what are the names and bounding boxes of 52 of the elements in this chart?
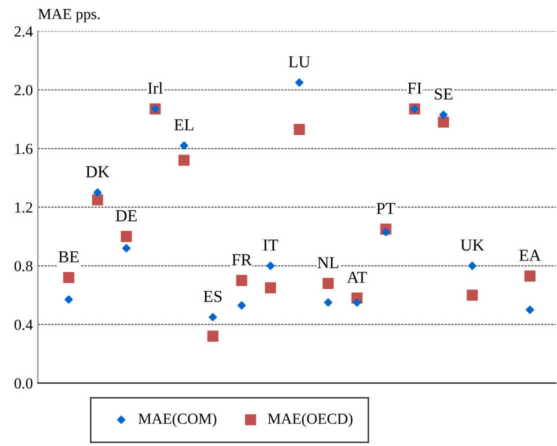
point bbox=[236, 274, 248, 286]
y-tick-label: 1.6 bbox=[15, 144, 33, 154]
x-tick-label: ES bbox=[204, 290, 222, 302]
point bbox=[438, 116, 450, 128]
point bbox=[322, 278, 334, 289]
point bbox=[294, 124, 305, 136]
point bbox=[93, 188, 102, 197]
x-tick-label: FR bbox=[232, 254, 252, 266]
x-tick-label: BE bbox=[58, 251, 79, 262]
x-tick-label: DK bbox=[86, 166, 110, 178]
x-tick-label: AT bbox=[346, 272, 367, 283]
point bbox=[324, 298, 332, 307]
x-tick-label: EL bbox=[174, 119, 194, 130]
point bbox=[526, 306, 534, 314]
x-tick-label: PT bbox=[376, 202, 396, 214]
x-tick-label: SE bbox=[434, 88, 452, 100]
x-tick-label: Irl bbox=[148, 82, 163, 94]
point bbox=[295, 78, 304, 87]
point bbox=[382, 228, 390, 236]
point bbox=[120, 230, 132, 242]
y-tick-label: 2.4 bbox=[14, 26, 33, 37]
point bbox=[180, 141, 188, 150]
x-tick-label: FI bbox=[408, 82, 422, 94]
point bbox=[64, 295, 73, 304]
point bbox=[208, 313, 217, 322]
point bbox=[352, 298, 362, 307]
y-tick-label: 0.0 bbox=[14, 378, 32, 389]
legend-label: MAE(OECD) bbox=[268, 413, 352, 428]
point bbox=[466, 290, 478, 301]
legend-label: MAE(COM) bbox=[138, 413, 216, 428]
x-tick-label: UK bbox=[460, 240, 484, 251]
x-tick-label: NL bbox=[318, 257, 338, 268]
y-tick-label: 2.0 bbox=[14, 85, 32, 96]
x-tick-label: IT bbox=[263, 240, 278, 251]
point bbox=[524, 270, 536, 282]
y-axis-title: MAE pps. bbox=[38, 8, 100, 22]
point bbox=[439, 110, 448, 119]
x-tick-label: DE bbox=[116, 210, 137, 222]
point bbox=[207, 330, 218, 342]
x-tick-label: EA bbox=[519, 250, 541, 261]
point bbox=[63, 272, 74, 284]
point bbox=[92, 194, 104, 206]
point bbox=[122, 244, 131, 252]
point bbox=[264, 282, 276, 294]
y-tick-label: 1.2 bbox=[15, 202, 32, 213]
point bbox=[266, 262, 275, 270]
y-tick-label: 0.8 bbox=[14, 260, 32, 272]
point bbox=[468, 262, 476, 270]
x-tick-label: LU bbox=[288, 56, 310, 68]
point bbox=[178, 154, 190, 166]
point bbox=[238, 301, 246, 310]
y-tick-label: 0.4 bbox=[14, 320, 33, 330]
